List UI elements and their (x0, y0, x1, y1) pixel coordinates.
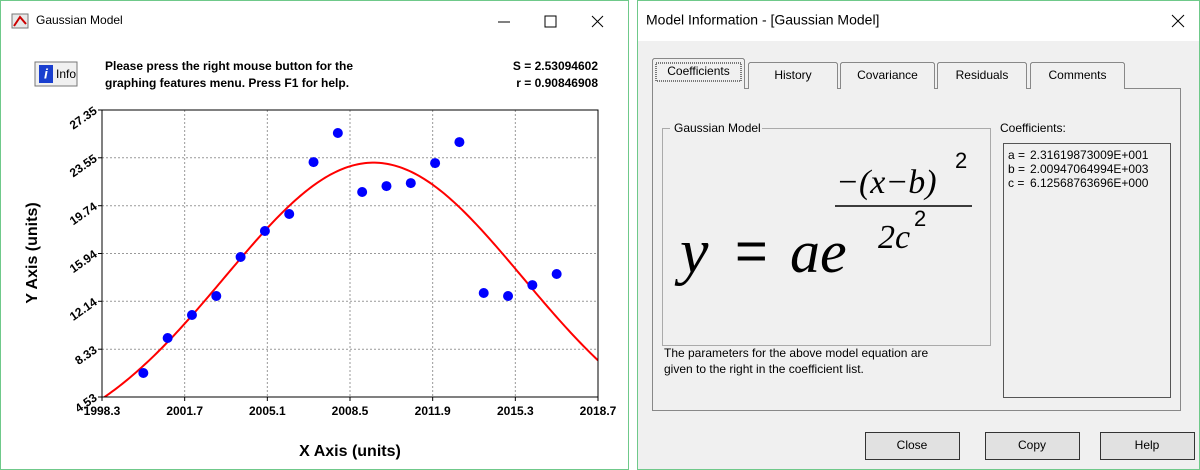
equation-numerator-power: 2 (955, 148, 967, 173)
data-point (357, 187, 368, 197)
help-message: Please press the right mouse button for … (105, 59, 353, 73)
equation-denominator-power: 2 (914, 206, 926, 231)
close-button[interactable] (591, 15, 604, 28)
button[interactable] (985, 432, 1080, 460)
group-box-title: Gaussian Model (674, 121, 761, 135)
button-label: Close (897, 438, 928, 452)
data-point (162, 333, 173, 344)
equation-denominator: 2c (878, 219, 910, 256)
coefficient-value: 2.00947064994E+003 (1030, 162, 1149, 176)
data-point (186, 310, 197, 320)
description: The parameters for the above model equat… (664, 346, 928, 360)
x-tick-label: 2001.7 (166, 404, 203, 418)
button[interactable] (865, 432, 960, 460)
tab[interactable] (840, 62, 935, 90)
data-point (259, 225, 270, 236)
data-point (332, 128, 343, 139)
coefficient-rows: a = 2.31619873009E+001 b = 2.00947064994E+0… (1008, 148, 1149, 190)
button[interactable] (1100, 432, 1195, 460)
x-tick-label: 2018.7 (580, 404, 617, 418)
info-title-bar (638, 1, 1199, 41)
x-tick-label: 2008.5 (332, 404, 369, 418)
x-tick-label: 2011.9 (415, 404, 451, 418)
group-box-title-bg (670, 120, 762, 136)
maximize-button[interactable] (544, 15, 557, 28)
help-message: graphing features menu. Press F1 for hel… (105, 76, 349, 90)
tab-focus (655, 62, 742, 82)
coefficients-label: Coefficients: (1000, 121, 1066, 135)
data-point (405, 178, 416, 189)
equation-numerator: −(x−b) (836, 164, 937, 201)
info-button-label: Info (56, 67, 76, 81)
data-point (478, 287, 489, 298)
equation-rhs: ae (790, 219, 847, 285)
description: given to the right in the coefficient li… (664, 362, 864, 376)
plot-frame (101, 109, 599, 398)
equation-equals: = (735, 219, 768, 282)
tab-label: Covariance (857, 68, 918, 82)
x-tick-label: 1998.3 (84, 404, 121, 418)
coefficient-name: a = (1008, 148, 1025, 162)
x-tick-label: 2005.1 (249, 404, 286, 418)
info-icon (39, 65, 53, 83)
fit-curve (102, 161, 598, 397)
data-point (284, 209, 295, 220)
button-row: Close Copy Help (865, 432, 1195, 460)
tab-label: Comments (1048, 68, 1106, 82)
info-icon-glyph: i (44, 66, 49, 82)
stat: S = 2.53094602 (513, 59, 598, 73)
tab[interactable] (937, 62, 1027, 90)
data-point (211, 291, 222, 302)
tab[interactable] (748, 62, 838, 90)
data-point (138, 367, 149, 378)
tab-label: History (774, 68, 811, 82)
coefficient-name: c = (1008, 176, 1024, 190)
coefficient-value: 2.31619873009E+001 (1030, 148, 1149, 162)
data-point (308, 157, 319, 168)
window-title: Gaussian Model (36, 13, 123, 27)
tab[interactable] (1030, 62, 1125, 90)
tab-strip: Coefficients History Covariance Residuals Co… (652, 58, 1125, 90)
equation-lhs: y (674, 216, 709, 287)
x-tick-label: 2015.3 (497, 404, 534, 418)
data-point (503, 291, 514, 302)
button-label: Copy (1018, 438, 1046, 452)
data-point (381, 181, 392, 192)
tab-label: Residuals (956, 68, 1009, 82)
stat: r = 0.90846908 (516, 76, 598, 90)
coefficient-value: 6.12568763696E+000 (1030, 176, 1149, 190)
button-label: Help (1135, 438, 1160, 452)
info-close-button[interactable] (1171, 14, 1185, 28)
app-icon-mark (13, 15, 27, 27)
y-axis-label: Y Axis (units) (24, 202, 41, 303)
coefficient-list[interactable] (1003, 143, 1171, 398)
tab-label: Coefficients (667, 64, 729, 78)
data-point (235, 252, 246, 263)
data-point (551, 269, 562, 279)
group-box (662, 128, 991, 346)
data-point (454, 137, 465, 148)
data-point (527, 280, 538, 291)
coefficient-name: b = (1008, 162, 1025, 176)
plot: 1998.3 2001.7 2005.1 2008.5 2011.9 2015.3 2018… (67, 103, 617, 418)
info-window-title: Model Information - [Gaussian Model] (646, 12, 879, 28)
x-axis-label: X Axis (units) (299, 443, 401, 460)
data-point (430, 158, 441, 169)
